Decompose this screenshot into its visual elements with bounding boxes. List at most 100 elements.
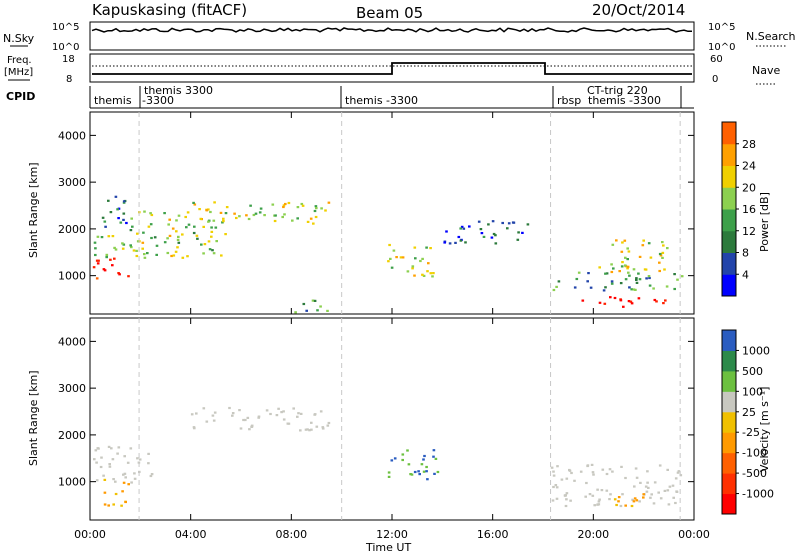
data-cell bbox=[482, 235, 486, 238]
data-cell bbox=[659, 497, 663, 500]
data-cell bbox=[242, 418, 245, 422]
data-cell bbox=[265, 409, 269, 412]
data-cell bbox=[658, 269, 661, 273]
data-cell bbox=[652, 502, 656, 505]
data-cell bbox=[666, 247, 669, 250]
data-cell bbox=[283, 213, 286, 216]
nave-label: Nave bbox=[752, 64, 780, 77]
data-cell bbox=[563, 494, 567, 497]
colorbar-swatch bbox=[722, 187, 736, 210]
data-cell bbox=[395, 256, 398, 259]
cpid-label: CPID bbox=[6, 90, 35, 103]
data-cell bbox=[308, 429, 311, 432]
data-cell bbox=[630, 288, 633, 291]
data-cell bbox=[644, 485, 648, 488]
data-cell bbox=[448, 242, 452, 245]
xtick-label: 08:00 bbox=[275, 528, 307, 541]
data-cell bbox=[119, 221, 123, 224]
data-cell bbox=[130, 246, 133, 249]
data-cell bbox=[673, 273, 676, 276]
data-cell bbox=[96, 235, 100, 238]
data-cell bbox=[149, 223, 153, 226]
data-cell bbox=[135, 254, 139, 258]
data-cell bbox=[244, 418, 247, 422]
data-cell bbox=[269, 412, 272, 416]
data-cell bbox=[142, 231, 145, 234]
data-cell bbox=[114, 195, 118, 198]
data-cell bbox=[263, 214, 266, 217]
data-cell bbox=[615, 503, 618, 507]
data-cell bbox=[114, 492, 118, 496]
data-cell bbox=[418, 473, 421, 476]
data-cell bbox=[95, 277, 99, 280]
data-cell bbox=[662, 244, 665, 247]
cpid-entry-6: CT-trig 220 bbox=[587, 84, 648, 97]
data-cell bbox=[487, 223, 490, 226]
data-cell bbox=[588, 493, 592, 496]
data-cell bbox=[107, 445, 111, 448]
data-cell bbox=[297, 412, 300, 415]
data-cell bbox=[680, 275, 684, 278]
data-cell bbox=[252, 213, 256, 217]
data-cell bbox=[301, 204, 305, 207]
colorbar-swatch bbox=[722, 165, 736, 188]
colorbar-tick-label: 12 bbox=[742, 225, 756, 238]
data-cell bbox=[626, 247, 629, 250]
data-cell bbox=[425, 465, 428, 469]
data-cell bbox=[445, 230, 448, 233]
data-cell bbox=[138, 458, 142, 461]
station-title: Kapuskasing (fitACF) bbox=[92, 1, 247, 19]
colorbar-tick-label: 8 bbox=[742, 247, 749, 260]
data-cell bbox=[557, 280, 561, 283]
data-cell bbox=[627, 300, 631, 303]
data-cell bbox=[190, 413, 194, 416]
data-cell bbox=[639, 481, 642, 484]
data-cell bbox=[494, 242, 498, 245]
xtick-label: 04:00 bbox=[175, 528, 207, 541]
data-cell bbox=[653, 298, 657, 302]
data-cell bbox=[411, 265, 415, 268]
data-cell bbox=[136, 232, 139, 235]
data-cell bbox=[186, 211, 190, 214]
data-cell bbox=[327, 201, 331, 204]
data-cell bbox=[168, 218, 171, 221]
data-cell bbox=[653, 481, 657, 484]
data-cell bbox=[222, 217, 225, 220]
data-cell bbox=[611, 470, 614, 473]
data-cell bbox=[604, 286, 607, 289]
data-cell bbox=[392, 249, 396, 252]
data-cell bbox=[187, 223, 191, 226]
data-cell bbox=[642, 496, 645, 499]
data-cell bbox=[277, 407, 280, 410]
xtick-label: 20:00 bbox=[577, 528, 609, 541]
data-cell bbox=[309, 217, 313, 220]
data-cell bbox=[111, 458, 115, 461]
data-cell bbox=[605, 472, 609, 476]
data-cell bbox=[282, 205, 285, 209]
data-cell bbox=[117, 207, 121, 210]
data-cell bbox=[299, 429, 302, 432]
data-cell bbox=[102, 268, 106, 271]
data-cell bbox=[581, 299, 585, 302]
data-cell bbox=[477, 220, 481, 223]
colorbar-swatch bbox=[722, 452, 736, 474]
data-cell bbox=[590, 463, 594, 466]
ytick-label: 2000 bbox=[58, 223, 86, 236]
data-cell bbox=[615, 239, 618, 242]
data-cell bbox=[202, 407, 206, 410]
data-cell bbox=[635, 278, 638, 281]
data-cell bbox=[429, 272, 433, 275]
cpid-entry-4: themis -3300 bbox=[345, 94, 418, 107]
data-cell bbox=[422, 274, 426, 277]
data-cell bbox=[155, 253, 158, 256]
data-cell bbox=[130, 481, 133, 484]
data-cell bbox=[92, 266, 96, 269]
data-cell bbox=[411, 267, 414, 270]
data-cell bbox=[634, 288, 637, 291]
velocity-ylabel: Slant Range [km] bbox=[27, 370, 40, 466]
data-cell bbox=[238, 409, 241, 412]
data-cell bbox=[517, 231, 520, 234]
data-cell bbox=[610, 270, 614, 274]
data-cell bbox=[100, 456, 103, 459]
